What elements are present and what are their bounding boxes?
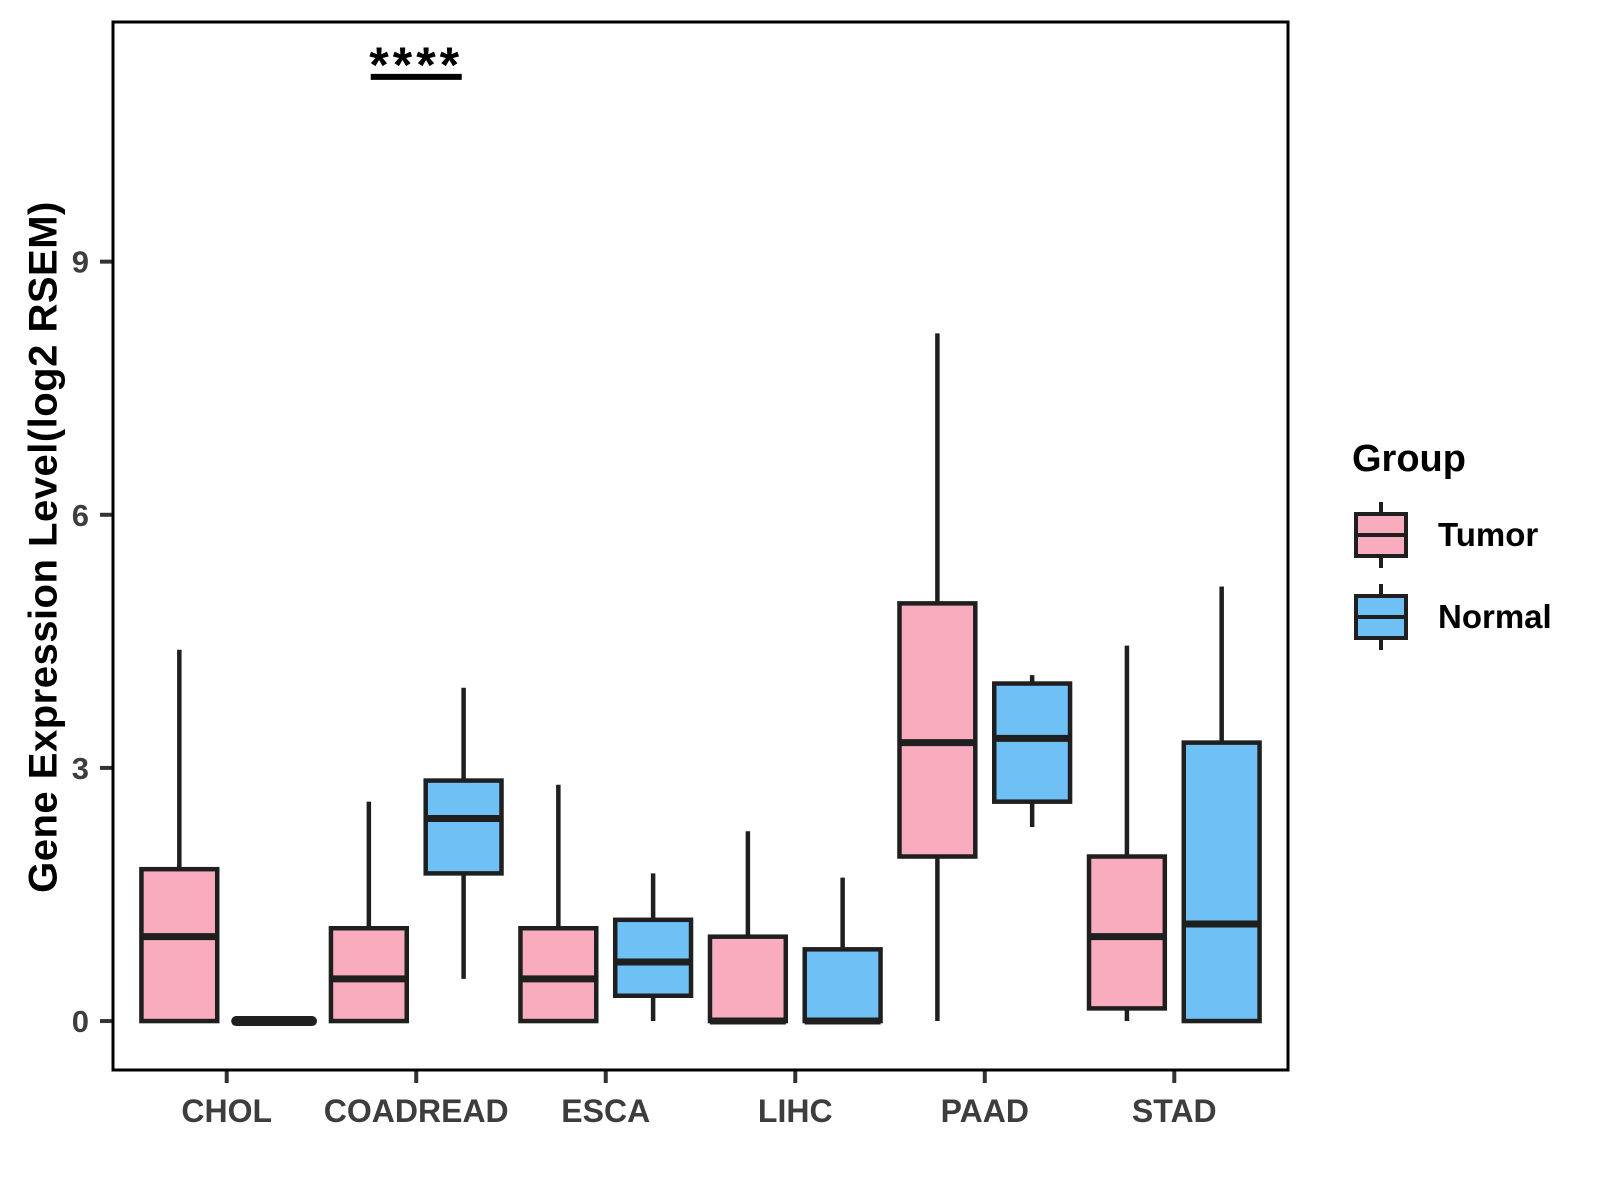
legend-label-tumor: Tumor: [1438, 516, 1539, 553]
y-axis-title: Gene Expression Level(log2 RSEM): [21, 201, 66, 893]
box-normal-coadread: [423, 778, 504, 876]
box-normal-paad: [992, 681, 1073, 804]
significance-stars: ****: [369, 37, 463, 93]
normal-boxplot-glyph: [1354, 584, 1408, 650]
legend-label-normal: Normal: [1438, 598, 1552, 635]
box-tumor-esca: [518, 925, 599, 1024]
x-tick-label-chol: CHOL: [181, 1093, 272, 1129]
y-tick-label: 6: [72, 498, 89, 533]
box-normal-lihc: [802, 947, 883, 1024]
legend-entry-normal: Normal: [1352, 583, 1552, 651]
y-tick-label: 3: [72, 751, 89, 786]
y-tick-label: 0: [72, 1004, 89, 1039]
box-tumor-stad: [1086, 854, 1168, 1011]
legend: Group Tumor Normal: [1352, 438, 1552, 665]
x-tick-label-esca: ESCA: [561, 1093, 650, 1129]
legend-title: Group: [1352, 438, 1466, 480]
box-tumor-lihc: [707, 934, 789, 1024]
y-tick-label: 9: [72, 245, 89, 280]
panel-border: [111, 20, 1290, 1072]
box-tumor-coadread: [328, 925, 409, 1024]
box-normal-esca: [612, 917, 694, 998]
x-tick-label-coadread: COADREAD: [324, 1093, 509, 1129]
tumor-boxplot-glyph: [1354, 502, 1408, 568]
x-tick-label-lihc: LIHC: [758, 1093, 833, 1129]
legend-entry-tumor: Tumor: [1352, 501, 1552, 569]
x-tick-label-stad: STAD: [1132, 1093, 1217, 1129]
box-normal-stad: [1181, 740, 1262, 1024]
box-tumor-paad: [897, 601, 978, 859]
box-tumor-chol: [139, 866, 220, 1024]
x-tick-label-paad: PAAD: [941, 1093, 1029, 1129]
